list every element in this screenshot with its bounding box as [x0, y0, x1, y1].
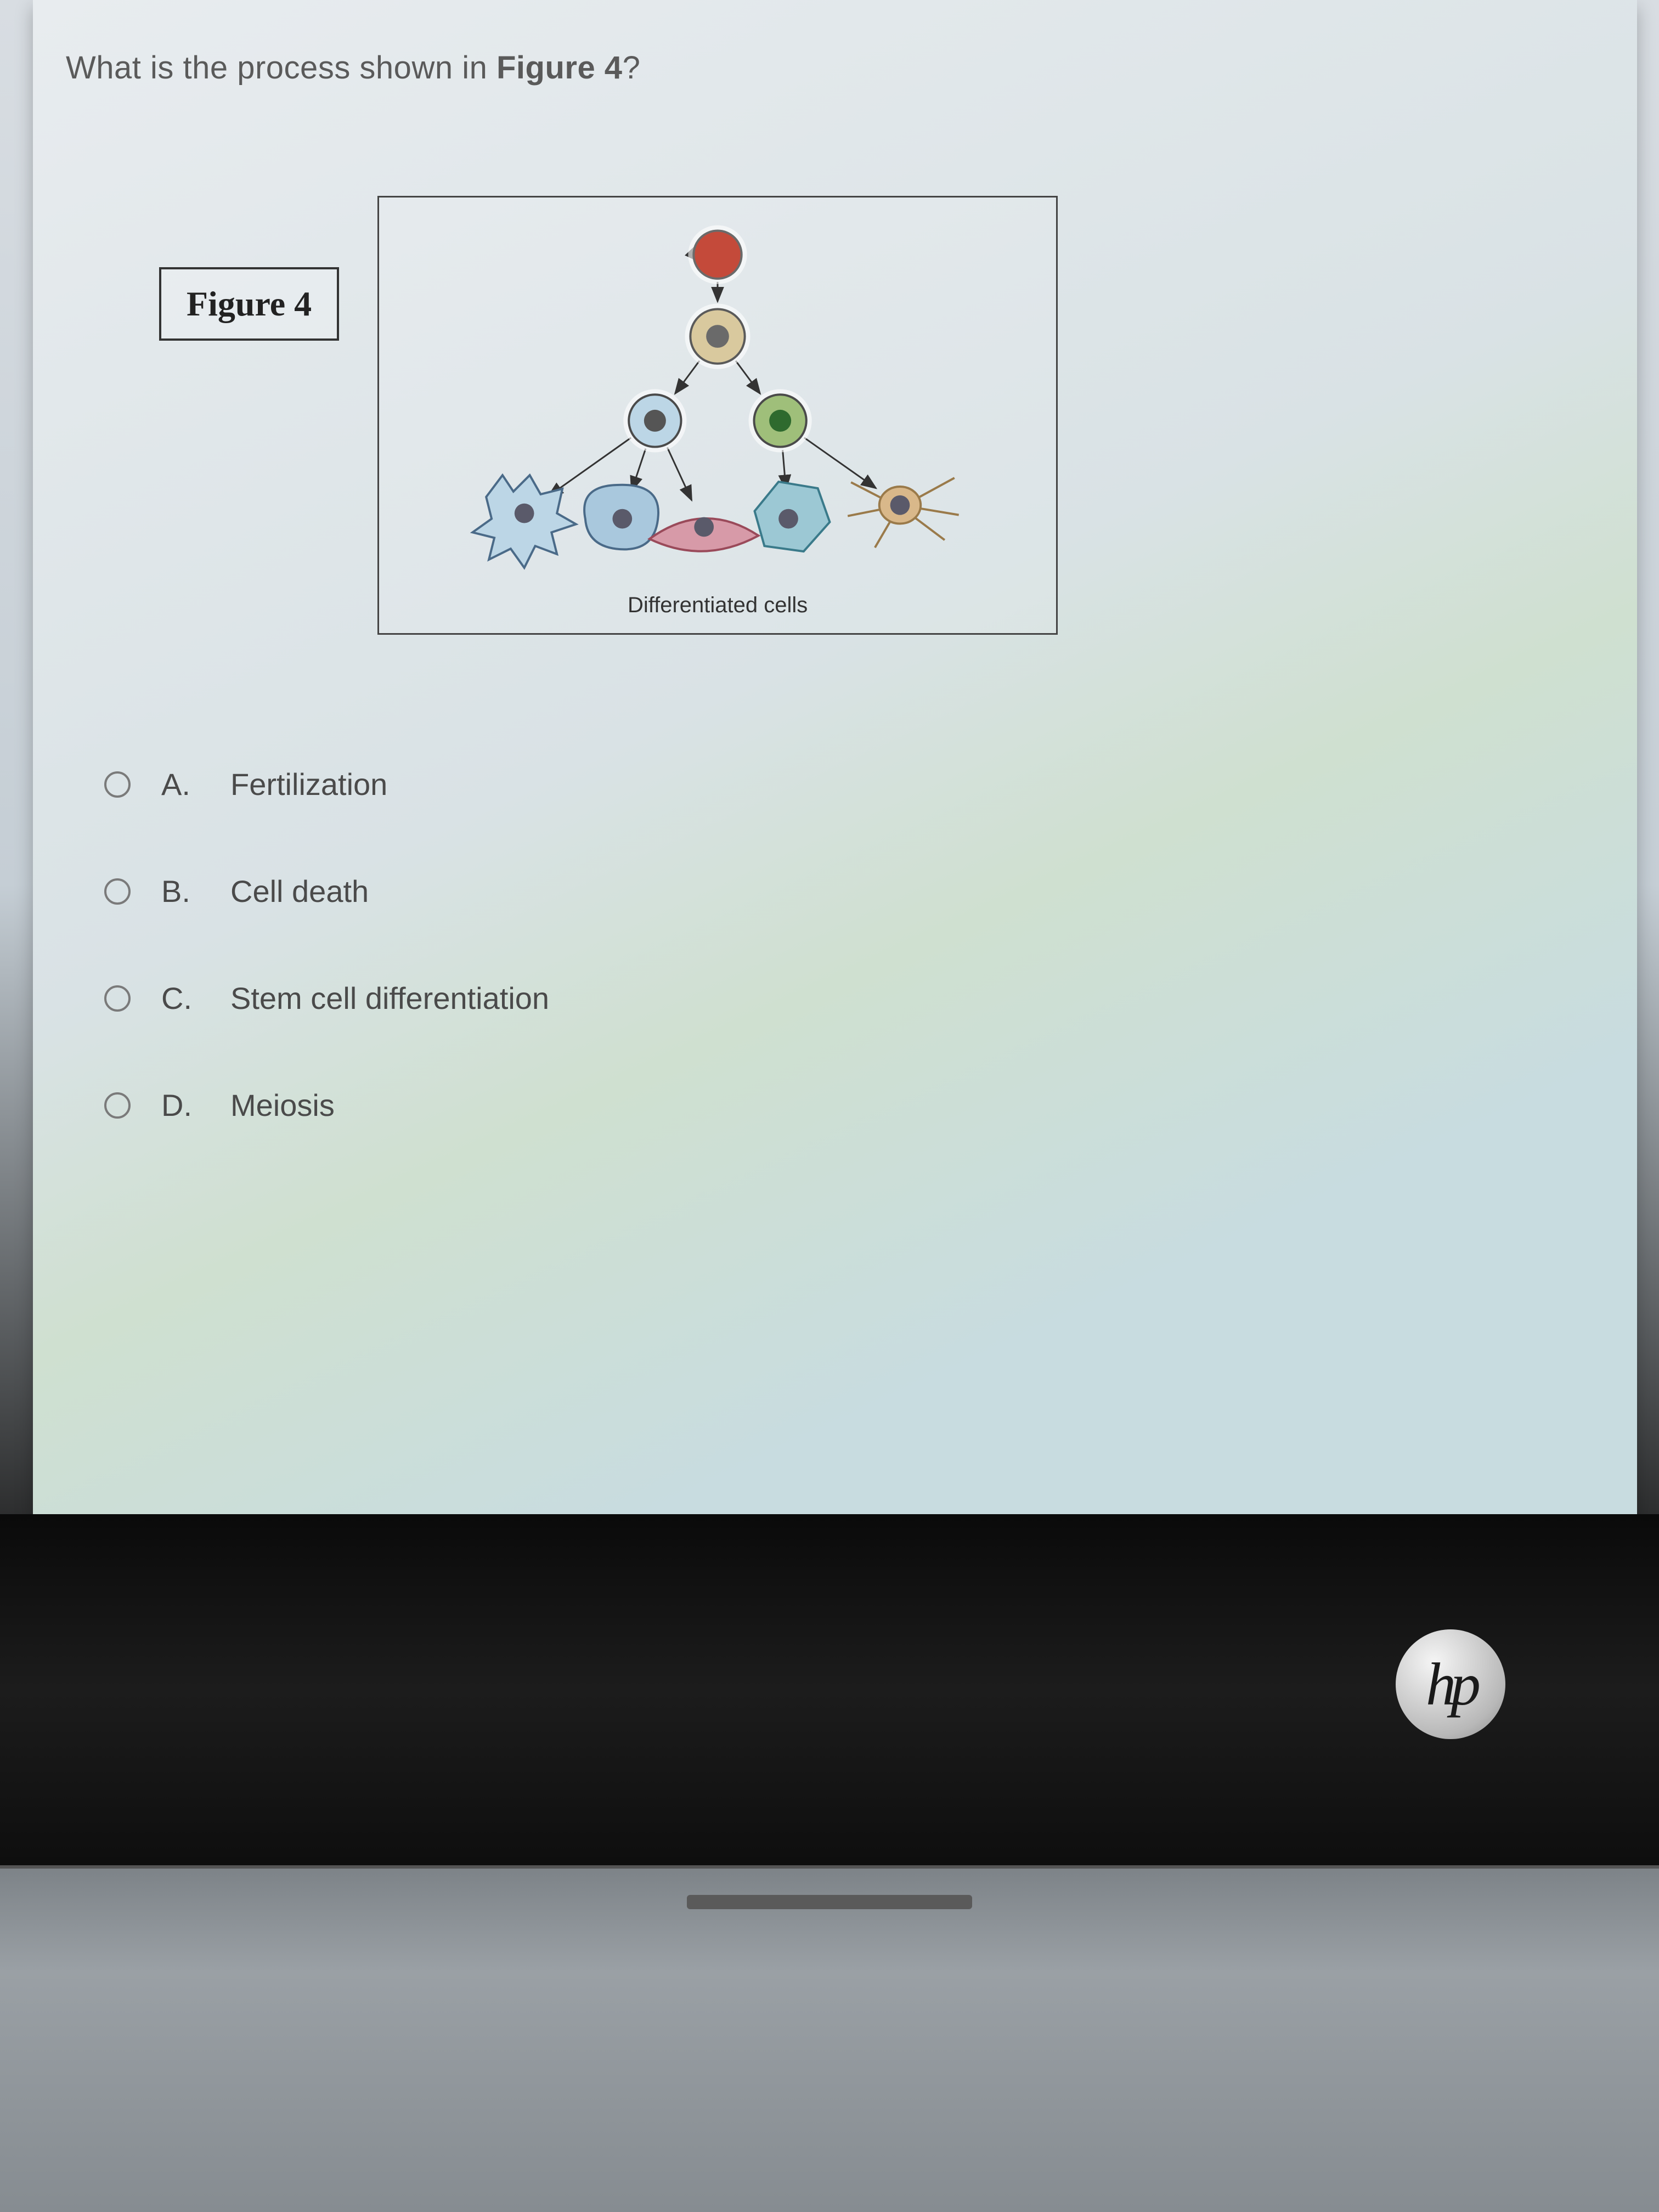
option-b[interactable]: B. Cell death — [104, 873, 1593, 909]
option-letter: A. — [161, 766, 200, 802]
question-suffix: ? — [623, 50, 641, 86]
radio-icon[interactable] — [104, 878, 131, 905]
laptop-bezel: hp — [0, 1514, 1659, 1865]
question-prefix: What is the process shown in — [66, 50, 496, 86]
diagram-caption: Differentiated cells — [379, 593, 1056, 618]
option-letter: B. — [161, 873, 200, 909]
option-text: Stem cell differentiation — [230, 980, 549, 1016]
option-letter: D. — [161, 1087, 200, 1123]
hp-logo-icon: hp — [1396, 1629, 1505, 1739]
radio-icon[interactable] — [104, 1092, 131, 1119]
radio-icon[interactable] — [104, 771, 131, 798]
question-prompt: What is the process shown in Figure 4? — [66, 49, 1593, 86]
figure-row: Figure 4 Differentiated cells — [159, 196, 1593, 635]
answer-options: A. Fertilization B. Cell death C. Stem c… — [104, 766, 1593, 1123]
screen-area: What is the process shown in Figure 4? F… — [33, 0, 1637, 1514]
radio-icon[interactable] — [104, 985, 131, 1012]
option-a[interactable]: A. Fertilization — [104, 766, 1593, 802]
option-d[interactable]: D. Meiosis — [104, 1087, 1593, 1123]
question-card: What is the process shown in Figure 4? F… — [33, 0, 1626, 1282]
diagram-container: Differentiated cells — [377, 196, 1058, 635]
question-figure-ref: Figure 4 — [496, 50, 623, 86]
option-letter: C. — [161, 980, 200, 1016]
option-text: Cell death — [230, 873, 369, 909]
laptop-base — [0, 1865, 1659, 2212]
laptop-hinge — [687, 1895, 972, 1909]
figure-label: Figure 4 — [159, 267, 339, 341]
option-c[interactable]: C. Stem cell differentiation — [104, 980, 1593, 1016]
option-text: Meiosis — [230, 1087, 335, 1123]
option-text: Fertilization — [230, 766, 387, 802]
differentiation-diagram — [379, 198, 1056, 633]
